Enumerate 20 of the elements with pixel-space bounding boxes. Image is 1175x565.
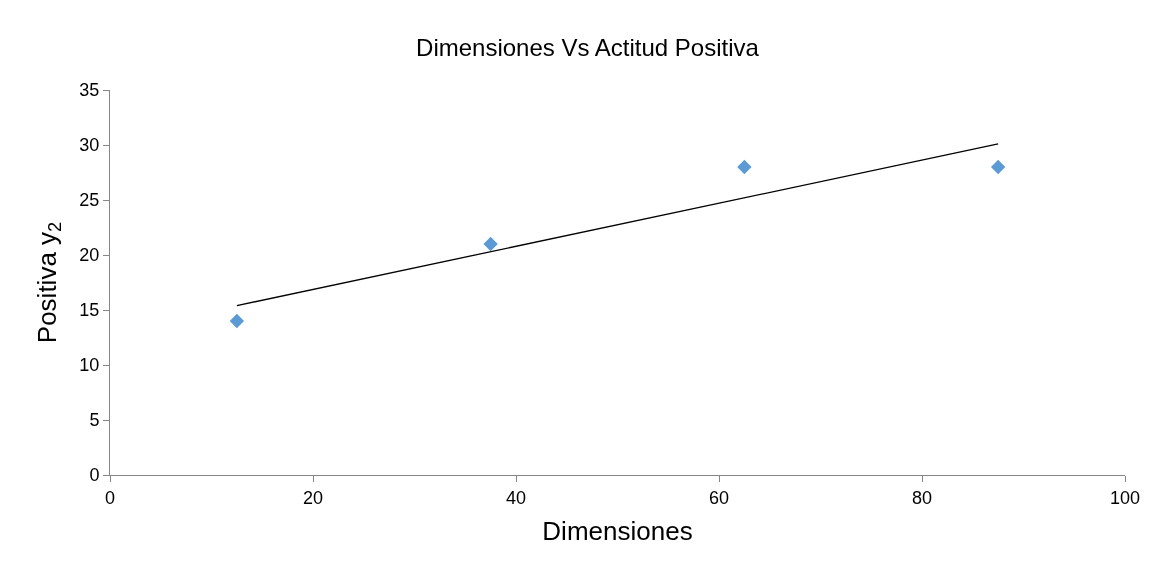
x-tick-label: 100	[1109, 487, 1141, 508]
y-tick-label: 0	[89, 465, 100, 486]
x-tick-label: 80	[911, 487, 933, 508]
x-tick-label: 60	[708, 487, 730, 508]
x-tick-label: 20	[302, 487, 324, 508]
point	[483, 236, 498, 252]
point	[990, 159, 1006, 175]
x-axis-title: Dimensiones	[542, 516, 693, 547]
x-tick-label: 0	[104, 487, 116, 508]
point	[229, 313, 245, 329]
y-tick-label: 25	[79, 190, 100, 211]
y-tick-label: 30	[79, 135, 100, 156]
y-tick-label: 20	[79, 245, 100, 266]
point	[737, 159, 752, 175]
y-tick-label: 10	[79, 355, 100, 376]
y-tick-label: 5	[89, 410, 100, 431]
chart-title: Dimensiones Vs Actitud Positiva	[416, 34, 760, 62]
x-tick-label: 40	[505, 487, 527, 508]
y-tick-label: 15	[79, 300, 100, 321]
y-tick-label: 35	[79, 80, 100, 101]
